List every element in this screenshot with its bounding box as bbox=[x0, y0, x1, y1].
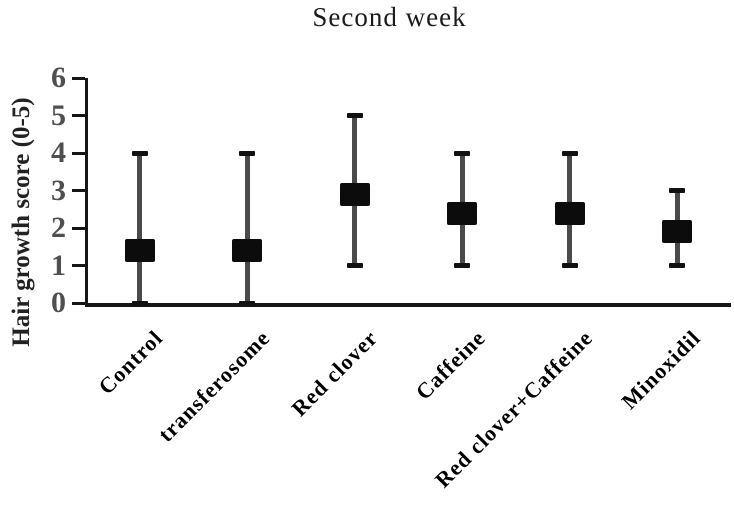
y-tick bbox=[72, 114, 85, 117]
y-tick bbox=[72, 301, 85, 305]
x-category-label: Caffeine bbox=[410, 325, 490, 405]
marker-square bbox=[662, 220, 693, 244]
y-tick-label: 1 bbox=[51, 248, 66, 282]
x-axis-line bbox=[85, 303, 731, 307]
whisker-cap-top bbox=[131, 150, 148, 156]
y-tick bbox=[72, 151, 85, 155]
whisker-cap-top bbox=[669, 188, 686, 193]
whisker-cap-bottom bbox=[239, 300, 256, 306]
y-tick bbox=[72, 264, 85, 267]
whisker-line bbox=[244, 153, 250, 303]
y-tick bbox=[72, 76, 85, 80]
x-category-label: Red clover bbox=[286, 325, 383, 422]
marker-square bbox=[232, 239, 263, 262]
marker-square bbox=[447, 201, 478, 225]
x-category-label: Control bbox=[93, 325, 168, 400]
whisker-cap-top bbox=[561, 150, 578, 156]
whisker-cap-bottom bbox=[131, 300, 148, 306]
y-tick bbox=[72, 226, 85, 230]
y-tick-label: 0 bbox=[51, 286, 66, 319]
x-category-label: transferosome bbox=[153, 325, 275, 447]
whisker-line bbox=[137, 153, 143, 303]
marker-square bbox=[339, 182, 370, 206]
whisker-cap-bottom bbox=[454, 263, 471, 268]
y-tick bbox=[72, 189, 85, 192]
y-axis-line bbox=[85, 78, 88, 307]
y-tick-label: 6 bbox=[51, 61, 66, 94]
whisker-cap-bottom bbox=[346, 263, 363, 268]
y-tick-label: 4 bbox=[51, 136, 66, 169]
y-tick-label: 3 bbox=[51, 173, 66, 207]
marker-square bbox=[554, 201, 585, 225]
whisker-cap-top bbox=[346, 113, 363, 118]
chart-title: Second week bbox=[312, 2, 467, 32]
whisker-cap-top bbox=[239, 150, 256, 156]
y-tick-label: 2 bbox=[51, 211, 66, 244]
whisker-cap-top bbox=[454, 150, 471, 156]
marker-square bbox=[124, 239, 155, 262]
x-category-label: Minoxidil bbox=[616, 325, 705, 414]
y-tick-label: 5 bbox=[51, 98, 66, 132]
whisker-cap-bottom bbox=[669, 263, 686, 268]
whisker-cap-bottom bbox=[561, 263, 578, 268]
